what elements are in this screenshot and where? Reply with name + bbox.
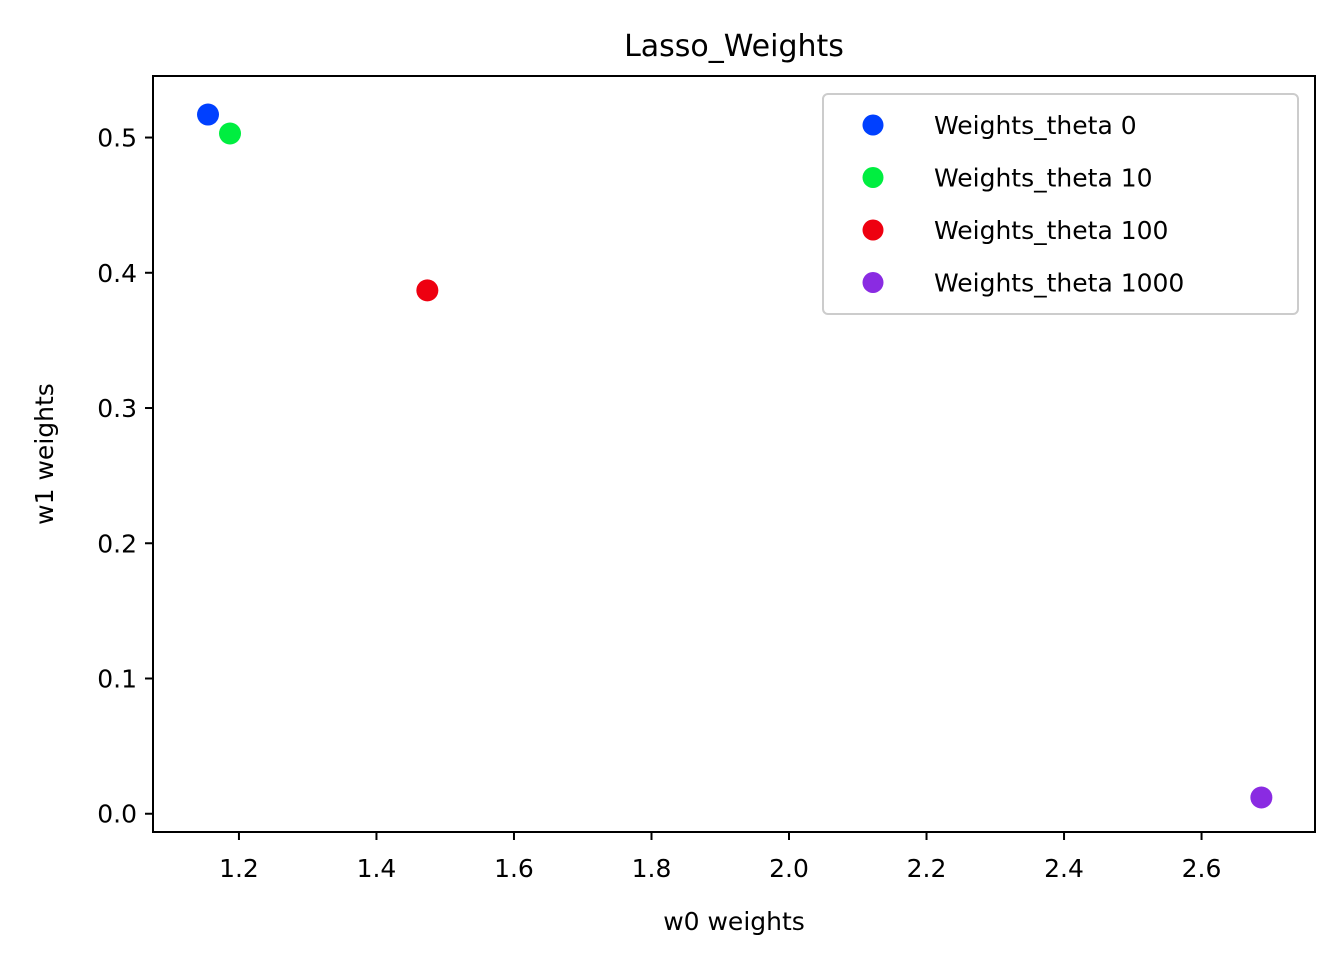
chart-title: Lasso_Weights	[624, 29, 844, 64]
x-axis-label: w0 weights	[663, 907, 805, 936]
y-tick-label: 0.2	[97, 529, 137, 558]
y-tick-label: 0.3	[97, 394, 137, 423]
data-point	[197, 103, 220, 126]
x-tick-label: 2.0	[769, 854, 809, 883]
legend-marker	[862, 167, 884, 188]
x-tick-label: 2.2	[907, 854, 947, 883]
legend-marker	[862, 272, 884, 293]
x-tick-label: 2.4	[1044, 854, 1084, 883]
y-axis-label: w1 weights	[30, 383, 59, 525]
legend: Weights_theta 0 Weights_theta 10 Weights_t…	[822, 93, 1299, 315]
y-tick-label: 0.1	[97, 665, 137, 694]
y-tick-label: 0.0	[97, 800, 137, 829]
plot-frame	[152, 75, 1316, 833]
y-tick-label: 0.5	[97, 124, 137, 153]
legend-label: Weights_theta 10	[934, 164, 1153, 193]
data-point	[1250, 786, 1273, 809]
data-point	[416, 279, 439, 302]
x-tick-label: 2.6	[1182, 854, 1222, 883]
x-tick-label: 1.6	[494, 854, 534, 883]
legend-marker	[862, 114, 884, 136]
x-tick-label: 1.4	[357, 854, 397, 883]
axis-ticks: 1.2 1.4 1.6 1.8 2.0 2.2 2.4 2.6 0.0 0.1 0.2 0.3 0.4 0…	[97, 124, 1221, 883]
y-tick-label: 0.4	[97, 259, 137, 288]
data-point	[219, 122, 242, 145]
data-points	[197, 103, 1273, 809]
x-tick-label: 1.8	[632, 854, 672, 883]
legend-marker	[862, 219, 884, 241]
legend-label: Weights_theta 1000	[934, 269, 1184, 298]
legend-label: Weights_theta 100	[934, 216, 1168, 245]
x-tick-label: 1.2	[219, 854, 259, 883]
legend-box	[822, 93, 1299, 315]
legend-label: Weights_theta 0	[934, 111, 1137, 140]
